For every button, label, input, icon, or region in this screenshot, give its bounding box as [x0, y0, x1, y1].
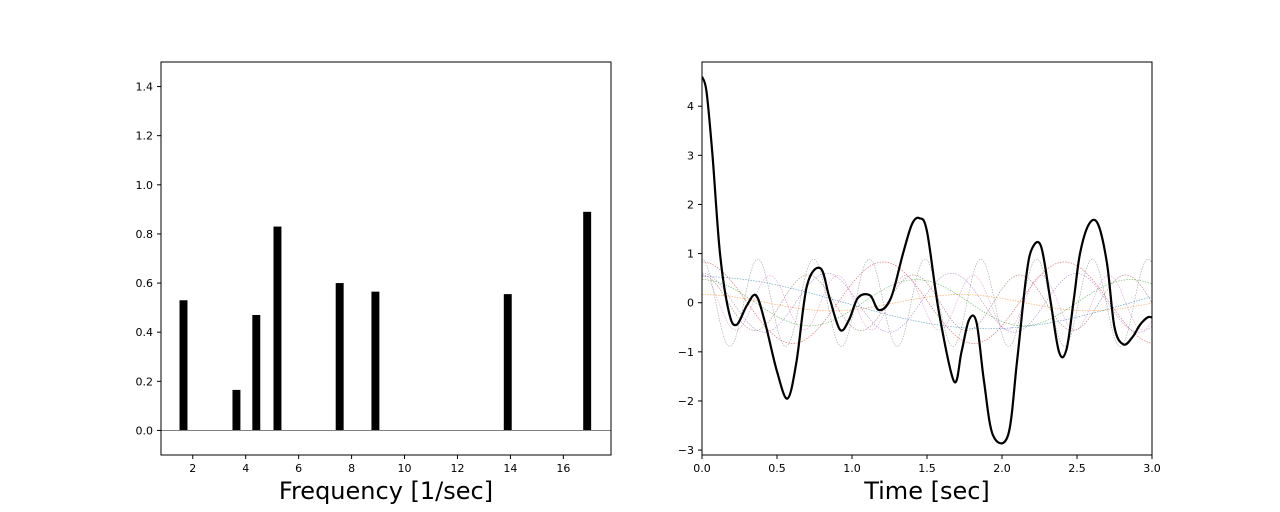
spectrum-y-tick-label: 1.0	[136, 179, 154, 192]
spectrum-x-tick-label: 10	[398, 462, 412, 475]
spectrum-x-tick-label: 12	[450, 462, 464, 475]
spectrum-bar	[583, 211, 592, 431]
spectrum-bar	[503, 294, 512, 431]
signal-y-tick-label: −2	[678, 395, 694, 408]
spectrum-y-tick-label: 0.2	[136, 375, 154, 388]
signal-plot-area	[702, 62, 1152, 455]
spectrum-panel: 2 4 6 8 10 12 14 16 0.0 0.2 0.4 0.6 0.8 1.0 1.2 1.4 Fr…	[136, 61, 612, 505]
signal-y-tick-label: −1	[678, 346, 694, 359]
spectrum-x-tick-label: 2	[189, 462, 196, 475]
signal-y-tick-label: 0	[687, 297, 694, 310]
spectrum-y-tick-label: 1.4	[136, 81, 154, 94]
spectrum-x-label: Frequency [1/sec]	[279, 477, 493, 505]
signal-y-tick-label: 3	[687, 149, 694, 162]
spectrum-x-ticks: 2 4 6 8 10 12 14 16	[189, 455, 570, 475]
signal-y-tick-label: 4	[687, 100, 694, 113]
spectrum-x-tick-label: 8	[348, 462, 355, 475]
spectrum-bar	[232, 389, 241, 431]
signal-y-ticks: −3 −2 −1 0 1 2 3 4	[678, 100, 702, 457]
signal-x-tick-label: 0.0	[693, 462, 711, 475]
signal-x-tick-label: 0.5	[768, 462, 786, 475]
spectrum-x-tick-label: 14	[503, 462, 517, 475]
spectrum-y-tick-label: 0.0	[136, 424, 154, 437]
spectrum-y-tick-label: 0.8	[136, 228, 154, 241]
signal-component-line	[702, 279, 1152, 327]
spectrum-plot-area	[161, 62, 611, 455]
signal-frame	[701, 61, 1153, 456]
signal-component-line	[702, 274, 1152, 331]
signal-y-tick-label: −3	[678, 444, 694, 457]
spectrum-x-tick-label: 16	[556, 462, 570, 475]
signal-x-tick-label: 3.0	[1143, 462, 1161, 475]
signal-y-tick-label: 2	[687, 198, 694, 211]
spectrum-bar	[252, 314, 261, 431]
signal-x-tick-label: 2.5	[1068, 462, 1086, 475]
signal-x-ticks: 0.0 0.5 1.0 1.5 2.0 2.5 3.0	[693, 455, 1161, 475]
spectrum-bar	[273, 226, 282, 431]
signal-component-line	[702, 258, 1152, 347]
spectrum-frame	[160, 61, 612, 456]
spectrum-y-tick-label: 1.2	[136, 130, 154, 143]
signal-x-tick-label: 2.0	[993, 462, 1011, 475]
spectrum-bar	[371, 291, 380, 431]
spectrum-x-tick-label: 4	[242, 462, 249, 475]
signal-x-tick-label: 1.0	[843, 462, 861, 475]
spectrum-bar	[179, 300, 188, 431]
signal-component-line	[702, 276, 1152, 330]
spectrum-bars	[179, 211, 592, 431]
signal-x-label: Time [sec]	[863, 477, 990, 505]
spectrum-y-tick-label: 0.6	[136, 277, 154, 290]
signal-y-tick-label: 1	[687, 248, 694, 261]
signal-panel: 0.0 0.5 1.0 1.5 2.0 2.5 3.0 −3 −2 −1 0 1 2 3 4 Time […	[678, 61, 1161, 505]
spectrum-x-tick-label: 6	[295, 462, 302, 475]
spectrum-y-tick-label: 0.4	[136, 326, 154, 339]
signal-component-line	[702, 275, 1152, 331]
signal-sum-line	[702, 76, 1152, 445]
spectrum-y-ticks: 0.0 0.2 0.4 0.6 0.8 1.0 1.2 1.4	[136, 81, 161, 437]
spectrum-bar	[335, 283, 344, 431]
signal-x-tick-label: 1.5	[918, 462, 936, 475]
